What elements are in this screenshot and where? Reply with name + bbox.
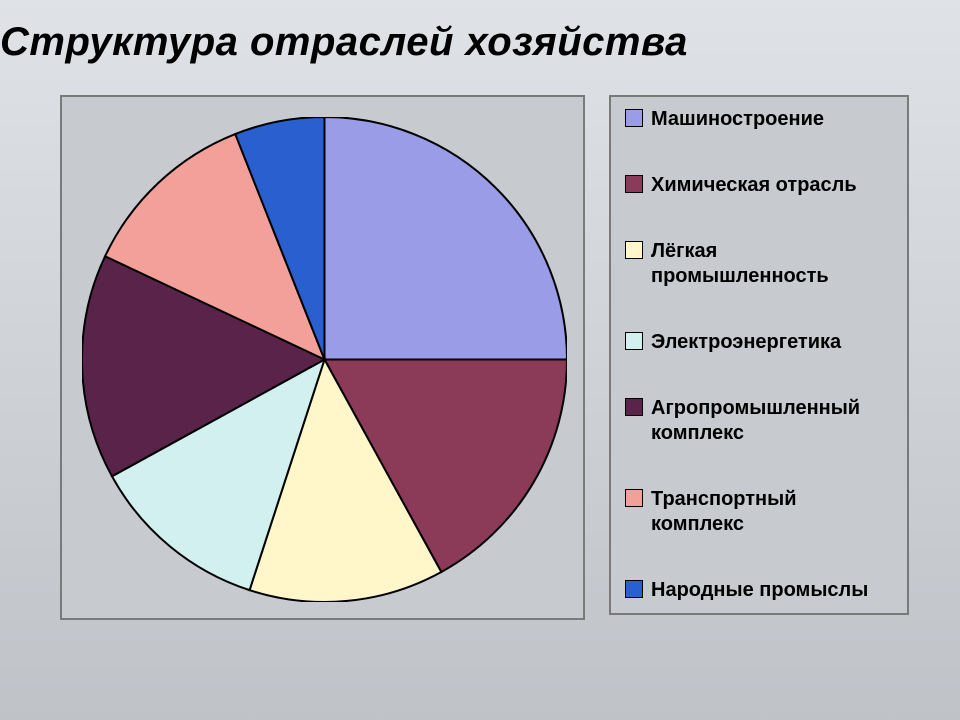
legend-swatch (625, 175, 643, 193)
legend-swatch (625, 109, 643, 127)
legend-label: Химическая отрасль (651, 173, 857, 198)
legend-item: Электроэнергетика (625, 330, 893, 355)
legend-label: Народные промыслы (651, 578, 868, 603)
chart-row: Машиностроение Химическая отрасль Лёгкая п… (0, 95, 940, 620)
legend-swatch (625, 241, 643, 259)
legend-swatch (625, 332, 643, 350)
pie-chart-svg (82, 117, 567, 602)
legend-item: Химическая отрасль (625, 173, 893, 198)
legend-item: Лёгкая промышленность (625, 239, 893, 289)
legend-swatch (625, 398, 643, 416)
legend-item: Народные промыслы (625, 578, 893, 603)
legend-label: Машиностроение (651, 107, 824, 132)
legend-swatch (625, 489, 643, 507)
page-title: Структура отраслей хозяйства (0, 20, 940, 65)
pie-slice (325, 117, 568, 360)
legend-swatch (625, 580, 643, 598)
legend-item: Транспортный комплекс (625, 487, 893, 537)
legend-item: Машиностроение (625, 107, 893, 132)
pie-chart-box (60, 95, 585, 620)
legend-label: Транспортный комплекс (651, 487, 893, 537)
legend-item: Агропромышленный комплекс (625, 396, 893, 446)
page: Структура отраслей хозяйства Машинострое… (0, 0, 960, 720)
legend-label: Электроэнергетика (651, 330, 841, 355)
legend-label: Агропромышленный комплекс (651, 396, 893, 446)
legend-label: Лёгкая промышленность (651, 239, 893, 289)
legend-box: Машиностроение Химическая отрасль Лёгкая п… (609, 95, 909, 615)
